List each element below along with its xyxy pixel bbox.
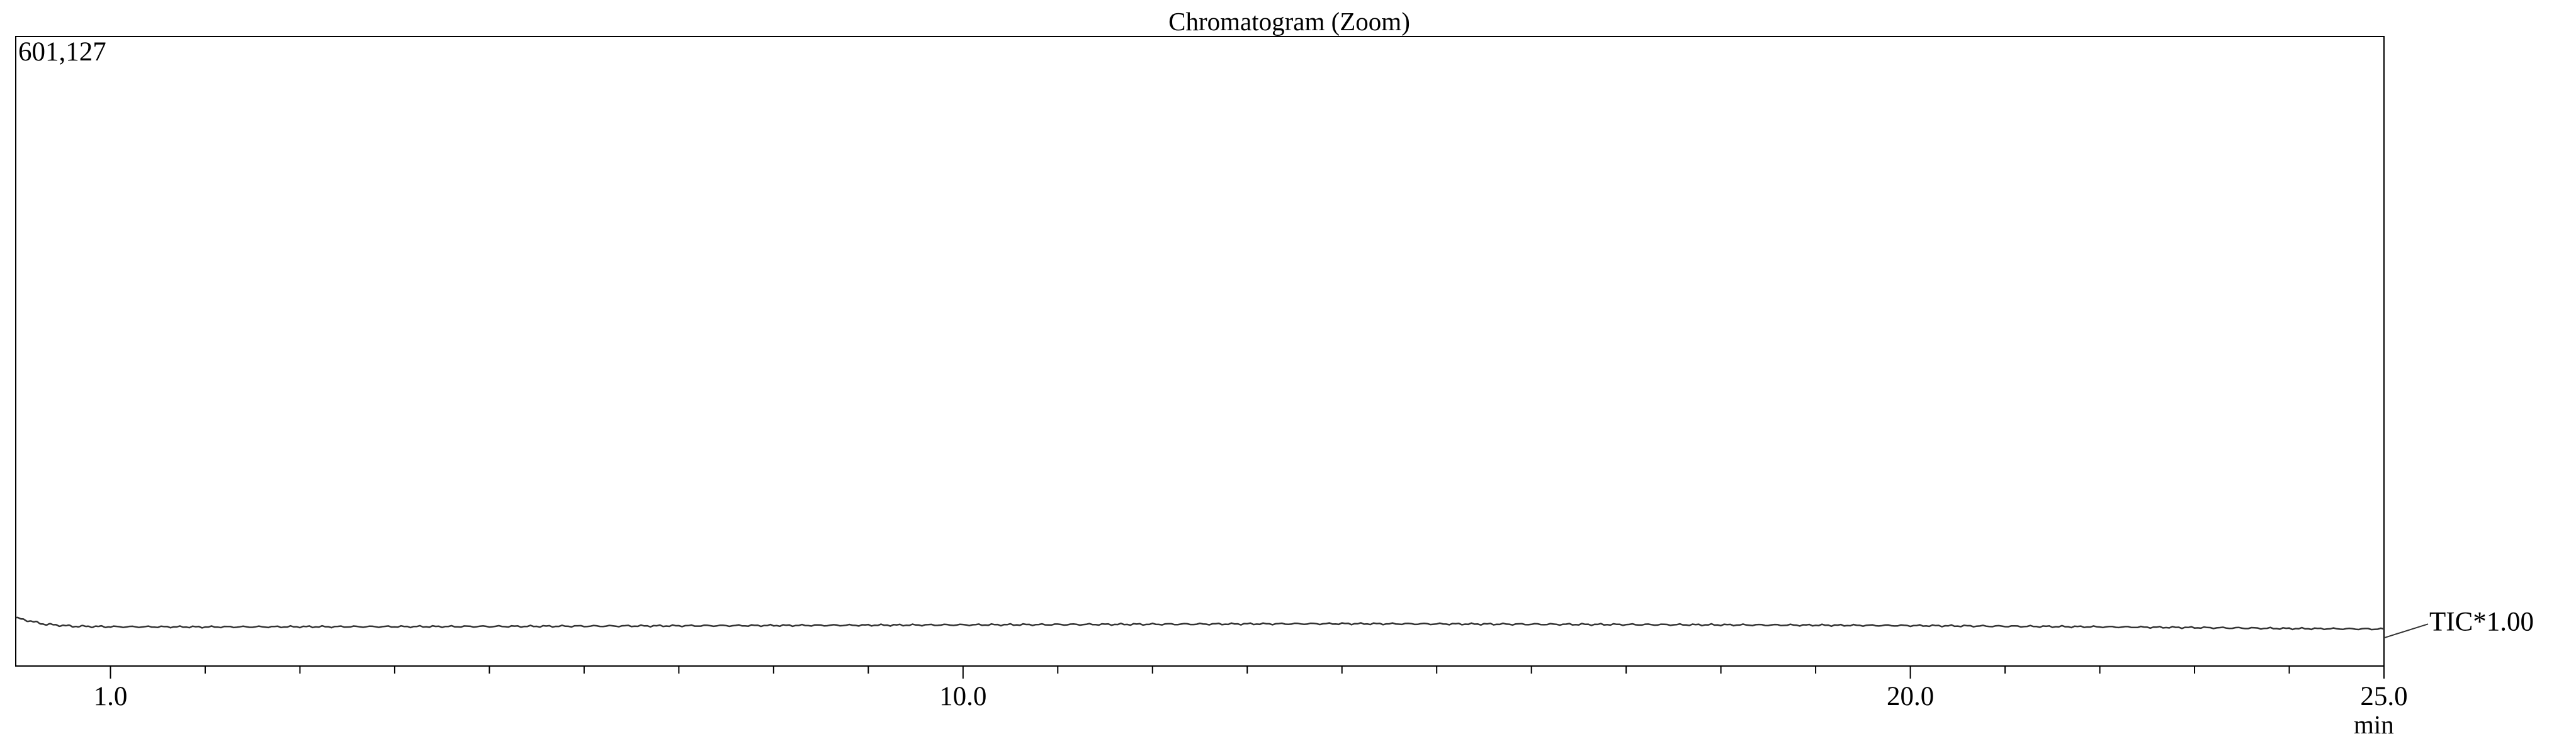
x-tick-label: 25.0 (2360, 682, 2407, 711)
x-tick-label: 10.0 (939, 682, 986, 711)
trace-label: TIC*1.00 (2429, 607, 2534, 636)
x-axis-ticks (110, 666, 2385, 679)
trace-label-leader (2383, 623, 2429, 639)
x-axis-unit: min (2354, 710, 2394, 739)
plot-frame (15, 36, 2385, 667)
chart-title: Chromatogram (Zoom) (1168, 7, 1410, 36)
x-tick-label: 1.0 (94, 682, 128, 711)
x-axis-tick-labels: 1.0 10.0 20.0 25.0 (94, 682, 2408, 711)
x-tick-label: 20.0 (1887, 682, 1934, 711)
tic-trace-line (15, 616, 2385, 631)
y-max-label: 601,127 (18, 37, 106, 67)
